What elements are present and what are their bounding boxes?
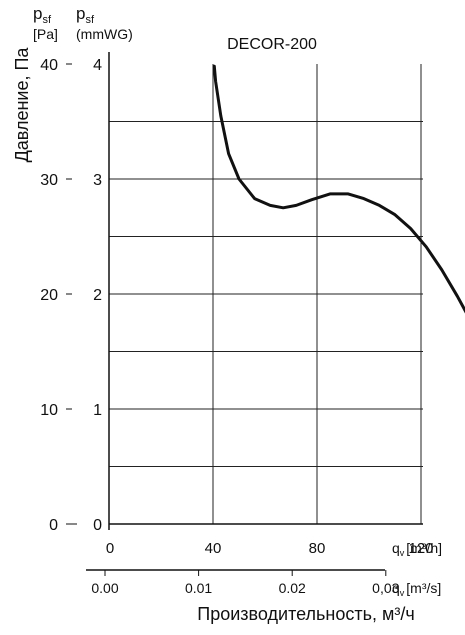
x-tick-label-m3h: 80 — [309, 540, 326, 557]
y-tick-label-pa: 20 — [40, 287, 58, 304]
x-axis-m3s-subscript: v — [400, 588, 405, 598]
performance-curve — [212, 64, 465, 314]
y-tick-label-mmwg: 0 — [93, 517, 102, 534]
x-axis-m3s-unit: [m³/s] — [406, 580, 441, 596]
y-axis-mmwg-symbol: p — [76, 4, 85, 23]
y-tick-label-mmwg: 2 — [93, 287, 102, 304]
chart-title: DECOR-200 — [227, 36, 317, 53]
grid — [109, 64, 423, 524]
y-tick-label-pa: 0 — [49, 517, 58, 534]
x-tick-label-m3h: 120 — [408, 540, 433, 557]
x-axis-m3h-symbol: q — [392, 540, 400, 556]
y-axis-label: Давление, Па — [12, 47, 32, 163]
x-tick-label-m3s: 0.01 — [185, 580, 212, 596]
x-tick-label-m3s: 0.00 — [91, 580, 118, 596]
x-tick-label-m3s: 0.02 — [279, 580, 306, 596]
curve-layer — [212, 64, 465, 314]
y-axis-pa-unit: [Pa] — [33, 26, 58, 42]
y-axis-pa-subscript: sf — [42, 14, 52, 26]
x-axis-label: Производительность, м³/ч — [197, 604, 414, 624]
x-tick-label-m3h: 40 — [205, 540, 222, 557]
y-tick-label-pa: 30 — [40, 172, 58, 189]
x-axis-m3h-unit: [m³/h] — [406, 540, 442, 556]
y-axis-mmwg-unit: (mmWG) — [76, 26, 133, 42]
y-tick-label-mmwg: 1 — [93, 402, 102, 419]
y-axis-mmwg-name: psf — [76, 4, 95, 26]
y-tick-label-mmwg: 3 — [93, 172, 102, 189]
x-axis-m3s-name: qv [m³/s] — [392, 580, 441, 598]
y-axis-mmwg-subscript: sf — [85, 14, 95, 26]
y-tick-label-mmwg: 4 — [93, 57, 102, 74]
x-tick-label-m3s: 0,03 — [372, 580, 399, 596]
x-tick-label-m3h: 0 — [106, 540, 114, 557]
x-axis-m3s-symbol: q — [392, 580, 400, 596]
x-axis-m3h-name: qv [m³/h] — [392, 540, 442, 558]
y-axis-pa-name: psf — [33, 4, 52, 26]
x-axis-m3h-subscript: v — [400, 548, 405, 558]
y-axis-pa-symbol: p — [33, 4, 42, 23]
axes: 01020304001234040801201602000.000.010.02… — [40, 52, 434, 596]
y-tick-label-pa: 40 — [40, 57, 58, 74]
y-tick-label-pa: 10 — [40, 402, 58, 419]
